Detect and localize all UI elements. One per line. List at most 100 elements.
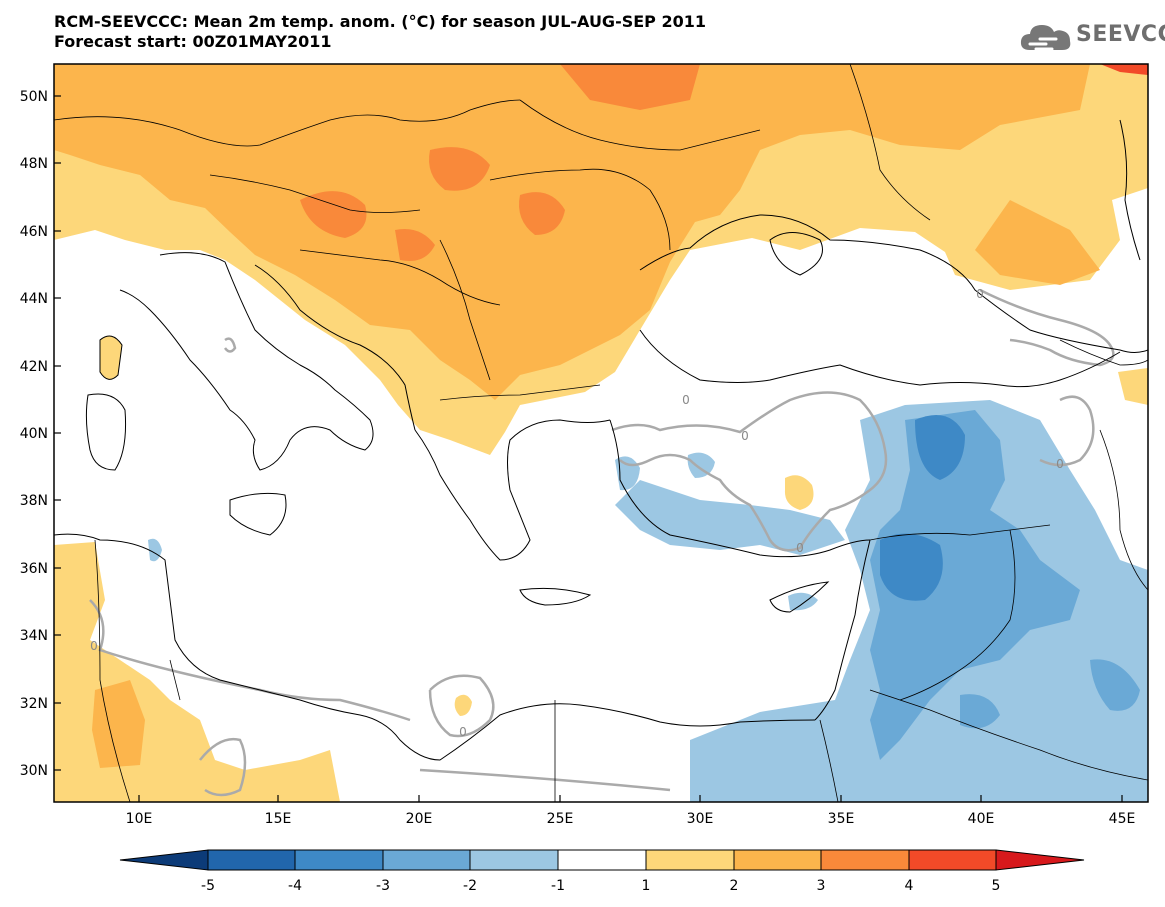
map-plot: 0 0 0 0 0 0 0 bbox=[54, 64, 1148, 802]
coastline-sicily bbox=[229, 492, 287, 536]
coastline-crete bbox=[519, 587, 592, 606]
border-iraq bbox=[899, 529, 1016, 701]
colorbar-label: 1 bbox=[642, 878, 651, 894]
zero-contour-north-turkey bbox=[979, 288, 1115, 367]
warm-field-deep-hungary bbox=[300, 191, 367, 238]
warm-anomaly-fields bbox=[54, 64, 1148, 802]
colorbar-label: -2 bbox=[463, 878, 477, 894]
lat-tick-label: 42N bbox=[20, 359, 48, 375]
contour-label: 0 bbox=[741, 429, 749, 443]
lat-tick-label: 32N bbox=[20, 696, 48, 712]
zero-contour-egypt-libya bbox=[419, 768, 671, 792]
warm-field-libya-spot bbox=[454, 694, 472, 716]
cold-field-central-anatolia bbox=[687, 452, 715, 478]
border-egypt-israel bbox=[819, 719, 839, 802]
lat-tick-label: 48N bbox=[20, 156, 48, 172]
lat-tick-label: 30N bbox=[20, 763, 48, 779]
colorbar-label: 2 bbox=[730, 878, 739, 894]
border-balkans bbox=[299, 249, 501, 306]
lon-tick-label: 45E bbox=[1109, 811, 1136, 827]
zero-contour-libya bbox=[428, 674, 495, 738]
colorbar-segment bbox=[382, 849, 471, 871]
warm-field-deep-bosnia bbox=[395, 229, 435, 261]
colorbar-segment bbox=[557, 849, 647, 871]
colorbar-label: -3 bbox=[376, 878, 390, 894]
contour-label: 0 bbox=[976, 287, 984, 301]
colorbar-segment bbox=[820, 849, 910, 871]
coastline-corsica bbox=[99, 335, 123, 380]
lat-tick-label: 46N bbox=[20, 224, 48, 240]
lat-tick-labels: 50N 48N 46N 44N 42N 40N 38N 36N 34N 32N … bbox=[20, 89, 48, 779]
warm-field-deep-romania bbox=[519, 192, 565, 235]
warm-field-deep-slovakia bbox=[429, 147, 490, 191]
zero-contour-sahara bbox=[199, 737, 247, 797]
cold-field-anatolia bbox=[615, 480, 845, 555]
coastlines bbox=[54, 119, 1148, 761]
contour-labels: 0 0 0 0 0 0 0 bbox=[90, 287, 1064, 739]
coastline-adriatic-east bbox=[254, 264, 416, 431]
border-central-europe bbox=[54, 99, 521, 147]
lon-tick-label: 30E bbox=[687, 811, 714, 827]
lon-tick-label: 20E bbox=[406, 811, 433, 827]
seevccc-logo: SEEVCCC bbox=[1018, 20, 1165, 56]
colorbar-label: 3 bbox=[817, 878, 826, 894]
border-serbia-bulgaria bbox=[439, 239, 491, 381]
lat-tick-label: 40N bbox=[20, 426, 48, 442]
coastline-black-sea-south bbox=[639, 329, 1121, 388]
colorbar-segment bbox=[207, 849, 296, 871]
coastline-caspian bbox=[1119, 119, 1141, 261]
cold-field-dark-syria bbox=[880, 533, 943, 601]
coastline-crimea bbox=[769, 232, 823, 276]
lon-axis bbox=[138, 795, 1123, 802]
lon-tick-labels: 10E 15E 20E 25E 30E 35E 40E 45E bbox=[126, 811, 1136, 827]
lat-tick-label: 44N bbox=[20, 291, 48, 307]
coastline-cyprus bbox=[769, 581, 830, 613]
warm-field-orange-atlas bbox=[92, 680, 145, 768]
colorbar-arrow-left bbox=[119, 849, 209, 871]
zero-contour-anatolia bbox=[611, 391, 888, 552]
coastline-north-africa bbox=[54, 533, 816, 761]
coastline-greece bbox=[414, 419, 611, 561]
cold-anomaly-fields bbox=[148, 400, 1148, 802]
border-caucasus bbox=[1059, 339, 1148, 366]
lat-tick-label: 36N bbox=[20, 561, 48, 577]
lat-axis bbox=[54, 95, 61, 771]
lon-tick-label: 15E bbox=[265, 811, 292, 827]
border-turkey-syria bbox=[869, 524, 1051, 541]
cold-field-medium-jordan bbox=[960, 694, 1000, 729]
warm-field-red-ne bbox=[1100, 64, 1148, 75]
colorbar-arrow-right bbox=[995, 849, 1085, 871]
contour-label: 0 bbox=[90, 639, 98, 653]
colorbar-segment bbox=[469, 849, 559, 871]
cold-field-dark-turkey bbox=[915, 415, 965, 480]
contour-label: 0 bbox=[1056, 457, 1064, 471]
warm-field-turkey-spot bbox=[784, 475, 814, 510]
lon-tick-label: 25E bbox=[547, 811, 574, 827]
colorbar-label: -5 bbox=[201, 878, 215, 894]
colorbar-label: 4 bbox=[905, 878, 914, 894]
colorbar bbox=[119, 849, 1085, 871]
lon-tick-label: 35E bbox=[828, 811, 855, 827]
lat-tick-label: 38N bbox=[20, 493, 48, 509]
cloud-icon bbox=[1020, 25, 1071, 51]
logo-text: SEEVCCC bbox=[1076, 22, 1165, 47]
lat-tick-label: 34N bbox=[20, 628, 48, 644]
map-title: RCM-SEEVCCC: Mean 2m temp. anom. (°C) fo… bbox=[54, 12, 706, 52]
border-algeria bbox=[94, 539, 131, 802]
colorbar-segment bbox=[294, 849, 384, 871]
zero-contour-east-turkey bbox=[1039, 395, 1095, 467]
coastline-sardinia bbox=[85, 393, 126, 471]
cold-field-medium-east bbox=[870, 410, 1080, 760]
title-line-2: Forecast start: 00Z01MAY2011 bbox=[54, 32, 332, 51]
cold-field-medium-iraq bbox=[1090, 659, 1140, 711]
colorbar-segment bbox=[733, 849, 822, 871]
coastline-italy bbox=[119, 252, 374, 471]
border-bulgaria-greece bbox=[439, 384, 601, 401]
colorbar-label: -1 bbox=[551, 878, 565, 894]
colorbar-label: 5 bbox=[992, 878, 1001, 894]
lon-tick-label: 10E bbox=[126, 811, 153, 827]
zero-contour-sicily bbox=[223, 337, 237, 353]
coastline-turkey-south bbox=[609, 419, 871, 558]
warm-field-orange-central bbox=[54, 64, 1090, 400]
